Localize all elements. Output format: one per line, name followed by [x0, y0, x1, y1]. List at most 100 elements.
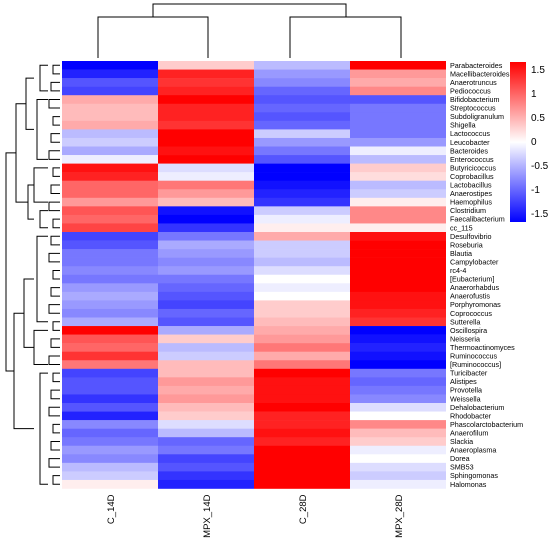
heatmap-cell [158, 61, 254, 70]
heatmap-cell [158, 172, 254, 181]
row-label: [Eubacterium] [450, 275, 494, 284]
dendrogram-branch [52, 218, 60, 229]
heatmap-cells [62, 61, 446, 489]
row-label: Rhodobacter [450, 411, 492, 420]
heatmap-cell [254, 172, 350, 181]
heatmap-cell [254, 471, 350, 481]
heatmap-cell [62, 274, 158, 284]
heatmap-cell [158, 240, 254, 250]
row-label: Provotella [450, 386, 482, 395]
row-label: [Ruminococcus] [450, 360, 501, 369]
heatmap-cell [62, 291, 158, 301]
heatmap-cell [350, 291, 446, 301]
heatmap-cell [158, 146, 254, 156]
heatmap-cell [254, 155, 350, 164]
row-label: Weissella [450, 394, 481, 403]
heatmap-cell [62, 232, 158, 241]
heatmap-cell [254, 78, 350, 87]
heatmap-cell [62, 257, 158, 267]
heatmap-cell [62, 445, 158, 455]
heatmap-cell [350, 197, 446, 207]
dendrogram-branch [48, 458, 60, 468]
heatmap-cell [158, 189, 254, 199]
heatmap-cell [350, 129, 446, 139]
heatmap-cell [350, 180, 446, 190]
row-label: Blautia [450, 249, 472, 258]
heatmap-cell [158, 471, 254, 481]
heatmap-cell [158, 445, 254, 455]
heatmap-cell [62, 69, 158, 79]
heatmap-cell [350, 454, 446, 464]
heatmap-cell [158, 129, 254, 139]
row-label: Anaerofilum [450, 428, 488, 437]
dendrogram-branch [48, 304, 60, 314]
heatmap-cell [158, 437, 254, 447]
heatmap-cell [158, 377, 254, 387]
heatmap-cell [158, 197, 254, 207]
heatmap-cell [350, 266, 446, 276]
heatmap-cell [350, 78, 446, 87]
heatmap-cell [254, 69, 350, 79]
heatmap-cell [254, 240, 350, 250]
heatmap-cell [254, 283, 350, 293]
row-label: Coprobacillus [450, 172, 494, 181]
heatmap-cell [254, 266, 350, 276]
heatmap-cell [350, 445, 446, 455]
dendrogram-branch [52, 321, 60, 331]
dendrogram-branch [50, 184, 60, 195]
heatmap-cell [350, 103, 446, 113]
row-label: Lactobacillus [450, 181, 492, 190]
row-label: Anaeroplasma [450, 446, 496, 455]
dendrogram-branch [50, 287, 60, 297]
dendrogram-branch [52, 116, 60, 126]
heatmap-cell [350, 437, 446, 447]
row-label: Anaerorhabdus [450, 283, 500, 292]
dendrogram-branch [48, 150, 60, 160]
heatmap-cell [254, 274, 350, 284]
heatmap-cell [350, 317, 446, 327]
heatmap-cell [350, 420, 446, 429]
row-label: Pediococcus [450, 86, 491, 95]
heatmap-cell [62, 454, 158, 464]
heatmap-cell [254, 420, 350, 429]
heatmap-cell [158, 317, 254, 327]
heatmap-cell [350, 334, 446, 344]
top-dendrogram [97, 3, 402, 58]
heatmap-cell [158, 69, 254, 79]
heatmap-cell [62, 326, 158, 335]
dendrogram-branch [50, 440, 60, 451]
dendrogram-branch [48, 252, 60, 263]
row-label: Bacteroides [450, 146, 488, 155]
row-label: Macellibacteroides [450, 69, 510, 78]
heatmap-cell [62, 172, 158, 181]
row-label: Roseburia [450, 240, 483, 249]
row-label: Ruminococcus [450, 352, 498, 361]
left-dendrogram [5, 64, 60, 485]
row-label: Haemophilus [450, 198, 492, 207]
heatmap-cell [350, 112, 446, 122]
dendrogram-branch [52, 167, 60, 177]
heatmap-cell [350, 214, 446, 224]
heatmap-cell [62, 120, 158, 130]
legend-color-bar [510, 62, 526, 222]
dendrogram-branch [50, 389, 60, 400]
heatmap-cell [158, 137, 254, 147]
heatmap-cell [62, 266, 158, 276]
heatmap-cell [254, 428, 350, 438]
heatmap-cell [62, 103, 158, 113]
heatmap-cell [158, 274, 254, 284]
heatmap-cell [350, 206, 446, 216]
heatmap-cell [158, 120, 254, 130]
heatmap-cell [62, 180, 158, 190]
heatmap-cell [350, 351, 446, 361]
row-label: SMB53 [450, 463, 474, 472]
heatmap-cell [62, 86, 158, 96]
heatmap-cell [254, 308, 350, 318]
heatmap-cell [62, 360, 158, 370]
column-label: C_28D [298, 494, 309, 524]
color-legend: 1.5 1 0.5 0 -0.5 -1 -1.5 [510, 62, 549, 222]
dendrogram-branch [23, 278, 34, 348]
row-label: Anaerostipes [450, 189, 492, 198]
heatmap-cell [350, 343, 446, 352]
